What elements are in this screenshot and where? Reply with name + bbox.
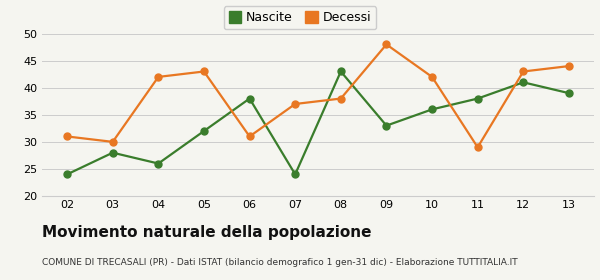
Nascite bbox=[383, 173, 390, 176]
Decessi bbox=[246, 75, 253, 79]
Decessi bbox=[428, 97, 436, 100]
Decessi bbox=[474, 43, 481, 46]
Nascite bbox=[520, 108, 527, 111]
Line: Nascite: Nascite bbox=[64, 68, 572, 178]
Decessi bbox=[565, 146, 572, 149]
Nascite bbox=[292, 129, 299, 133]
Decessi bbox=[292, 70, 299, 73]
Nascite bbox=[337, 97, 344, 100]
Nascite bbox=[246, 162, 253, 165]
Decessi bbox=[337, 135, 344, 138]
Nascite bbox=[565, 97, 572, 100]
Decessi bbox=[383, 102, 390, 106]
Nascite bbox=[200, 151, 208, 154]
Nascite bbox=[155, 173, 162, 176]
Legend: Nascite, Decessi: Nascite, Decessi bbox=[224, 6, 376, 29]
Text: COMUNE DI TRECASALI (PR) - Dati ISTAT (bilancio demografico 1 gen-31 dic) - Elab: COMUNE DI TRECASALI (PR) - Dati ISTAT (b… bbox=[42, 258, 518, 267]
Text: Movimento naturale della popolazione: Movimento naturale della popolazione bbox=[42, 225, 371, 241]
Nascite bbox=[474, 124, 481, 127]
Decessi bbox=[155, 135, 162, 138]
Decessi bbox=[520, 75, 527, 79]
Line: Decessi: Decessi bbox=[64, 41, 572, 151]
Decessi bbox=[200, 140, 208, 144]
Nascite bbox=[428, 70, 436, 73]
